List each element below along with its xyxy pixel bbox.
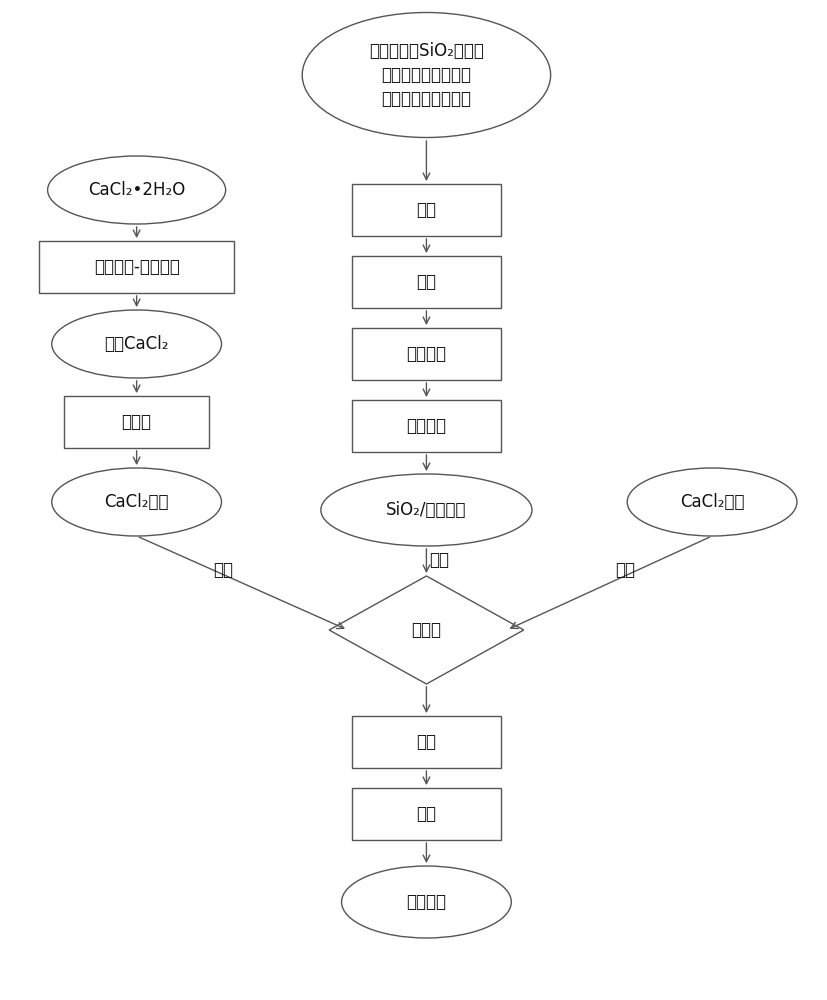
- Text: SiO₂/石墨圆饼: SiO₂/石墨圆饼: [385, 501, 466, 519]
- Bar: [351, 716, 500, 768]
- Bar: [65, 396, 208, 448]
- Bar: [351, 256, 500, 308]
- Text: CaCl₂熔体: CaCl₂熔体: [679, 493, 743, 511]
- Text: CaCl₂熔体: CaCl₂熔体: [104, 493, 169, 511]
- Text: 电脱氧: 电脱氧: [411, 621, 441, 639]
- Text: 真空烧结: 真空烧结: [406, 417, 446, 435]
- Text: 预电解: 预电解: [122, 413, 151, 431]
- Bar: [351, 184, 500, 236]
- Text: CaCl₂•2H₂O: CaCl₂•2H₂O: [88, 181, 185, 199]
- Text: 压制成型: 压制成型: [406, 345, 446, 363]
- Text: 球磨: 球磨: [416, 201, 436, 219]
- Bar: [351, 328, 500, 380]
- Text: 阴极: 阴极: [428, 551, 448, 569]
- Text: 干燥: 干燥: [416, 273, 436, 291]
- Text: 真空烧结: 真空烧结: [406, 893, 446, 911]
- Text: 阳极: 阳极: [614, 561, 634, 579]
- Text: 干燥: 干燥: [416, 805, 436, 823]
- Text: 空气干燥-真空干燥: 空气干燥-真空干燥: [93, 258, 179, 276]
- Text: 无水CaCl₂: 无水CaCl₂: [104, 335, 169, 353]
- Bar: [351, 788, 500, 840]
- Text: 原料准备（SiO₂粉末、
石墨粉末、异丙醇、
聚乙烯醇、聚乙二醇: 原料准备（SiO₂粉末、 石墨粉末、异丙醇、 聚乙烯醇、聚乙二醇: [369, 42, 483, 108]
- Text: 熔体: 熔体: [213, 561, 233, 579]
- Bar: [40, 241, 233, 293]
- Bar: [351, 400, 500, 452]
- Text: 冲洗: 冲洗: [416, 733, 436, 751]
